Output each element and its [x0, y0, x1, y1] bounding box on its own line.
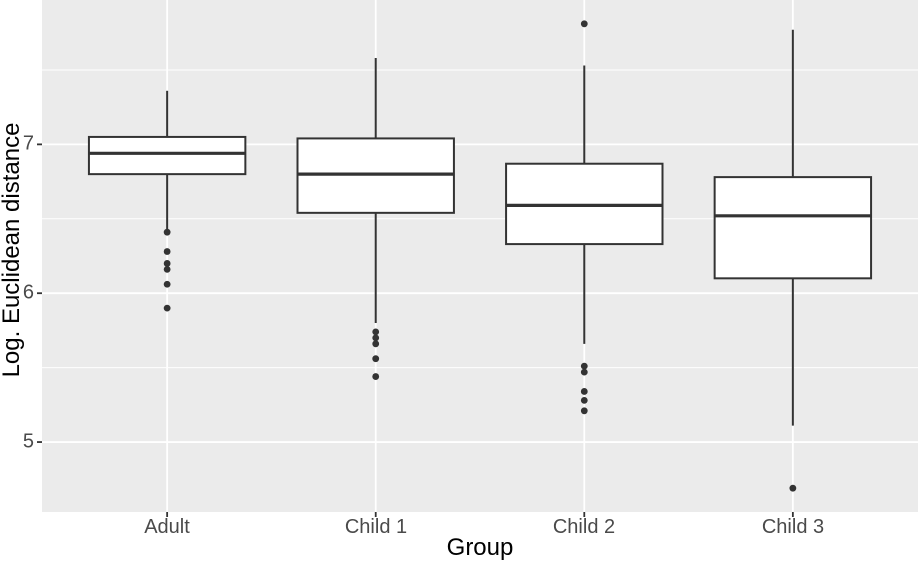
x-tick-label-adult: Adult — [144, 516, 190, 538]
outlier-point — [580, 388, 588, 395]
outlier-point — [163, 260, 171, 267]
outlier-point — [580, 407, 588, 415]
x-axis-title: Group — [446, 534, 514, 561]
outlier-point — [372, 328, 380, 336]
x-tick-label-child2: Child 2 — [552, 516, 616, 538]
box-adult — [87, 135, 247, 176]
outlier-point — [163, 248, 171, 255]
y-tick-label-7: 7 — [22, 132, 34, 155]
outlier-point — [372, 340, 380, 348]
x-tick-label-child1: Child 1 — [344, 516, 408, 538]
box-child-3 — [713, 176, 873, 280]
outlier-point — [372, 334, 380, 342]
y-tick-label-6: 6 — [22, 281, 34, 304]
outlier-point — [580, 368, 588, 376]
outlier-point — [580, 20, 588, 28]
y-tick-label-5: 5 — [22, 430, 34, 453]
outlier-point — [163, 280, 171, 288]
outlier-point — [163, 265, 171, 273]
outlier-point — [163, 304, 171, 312]
outlier-point — [580, 362, 588, 370]
outlier-point — [163, 228, 171, 236]
outlier-point — [372, 355, 380, 363]
outlier-point — [789, 484, 797, 492]
y-axis-title: Log. Euclidean distance — [0, 122, 25, 378]
outlier-point — [372, 373, 380, 380]
x-tick-label-child3: Child 3 — [761, 516, 825, 538]
outlier-point — [580, 396, 588, 404]
